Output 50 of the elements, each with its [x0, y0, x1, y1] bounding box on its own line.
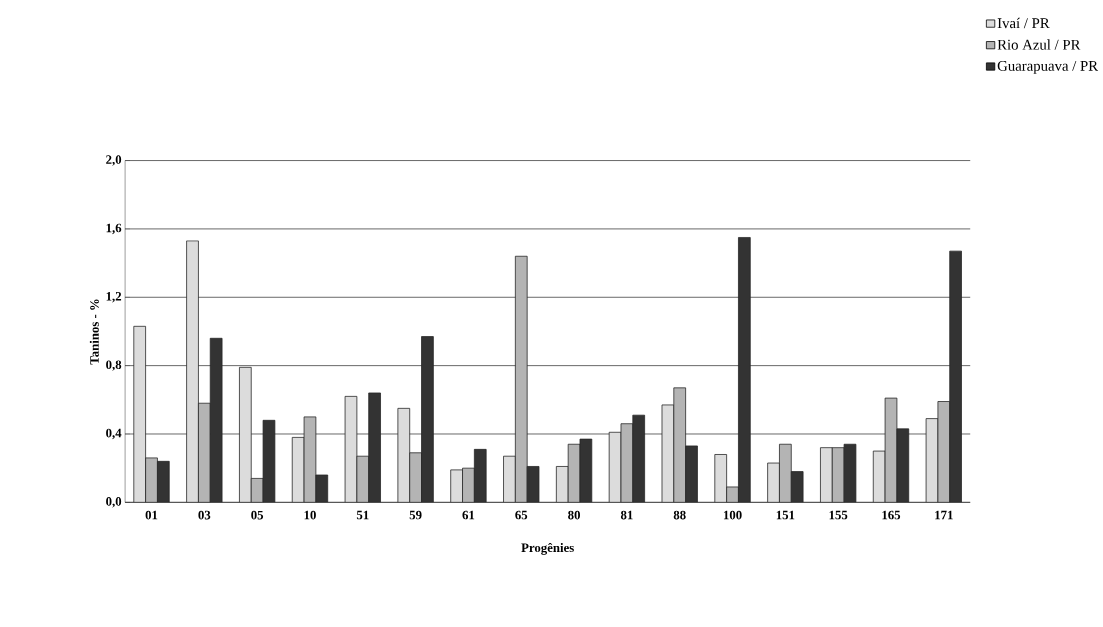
x-tick-label: 03 [198, 510, 211, 520]
bar [767, 462, 780, 503]
x-tick-label: 61 [462, 510, 475, 520]
x-tick-label: 81 [620, 510, 633, 520]
bar [462, 467, 475, 503]
bar [145, 457, 158, 503]
bar [632, 414, 646, 503]
bar [421, 335, 434, 503]
y-axis-title: Taninos - % [89, 299, 99, 365]
bar [133, 325, 146, 503]
x-tick-label: 151 [776, 510, 795, 520]
y-tick-label: 1,6 [106, 223, 122, 234]
legend-label: Guarapuava / PR [997, 60, 1099, 74]
bar [714, 453, 728, 503]
bar [186, 240, 199, 503]
bar [473, 448, 487, 503]
bar [673, 387, 687, 503]
x-tick-label: 80 [568, 510, 580, 520]
y-tick-label: 0,0 [106, 496, 122, 508]
x-tick-label: 65 [515, 510, 528, 520]
bar [779, 443, 792, 503]
bar [555, 465, 569, 503]
y-tick-label: 0,8 [106, 360, 122, 371]
bar [198, 402, 211, 503]
x-tick-label: 165 [882, 510, 901, 520]
bar [685, 445, 698, 503]
y-tick-label: 1,2 [106, 291, 122, 303]
x-tick-label: 10 [304, 510, 316, 520]
x-tick-label: 100 [723, 510, 742, 520]
x-tick-label: 88 [673, 510, 686, 520]
y-tick-label: 0,4 [106, 428, 122, 440]
bar [949, 250, 962, 503]
bar [409, 452, 422, 503]
y-tick-label: 2,0 [106, 155, 122, 166]
bar [503, 455, 516, 503]
legend-label: Rio Azul / PR [997, 39, 1081, 50]
bar [514, 255, 528, 503]
x-tick-label: 155 [829, 510, 848, 520]
bar [157, 460, 170, 503]
bar [738, 236, 751, 503]
bar [820, 447, 833, 503]
x-axis-title: Progênies [521, 542, 574, 555]
x-tick-label: 171 [935, 510, 953, 519]
x-tick-label: 05 [251, 510, 264, 520]
x-tick-label: 59 [409, 510, 422, 520]
bar [239, 366, 252, 503]
x-tick-label: 51 [356, 510, 369, 520]
bar [368, 392, 381, 503]
x-tick-label: 01 [145, 510, 158, 520]
legend-label: Ivaí / PR [997, 17, 1050, 28]
